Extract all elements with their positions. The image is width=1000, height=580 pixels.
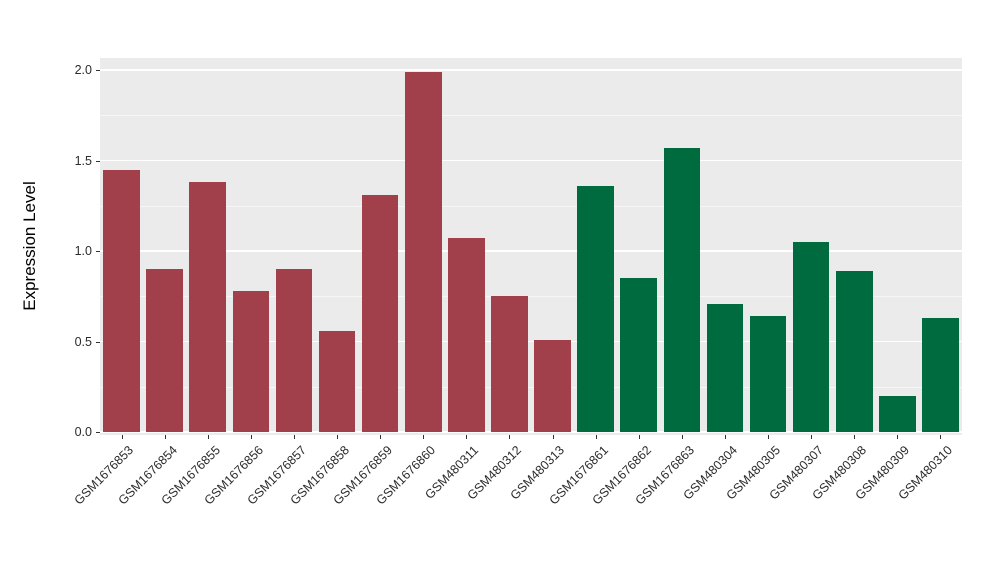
minor-gridline — [100, 115, 962, 117]
plot-panel — [100, 58, 962, 435]
x-tick-mark — [466, 435, 468, 439]
y-axis-title: Expression Level — [20, 181, 39, 311]
bar-GSM1676860 — [404, 71, 442, 432]
x-tick-mark — [423, 435, 425, 439]
bar-GSM480310 — [922, 317, 959, 432]
y-tick-label: 1.0 — [74, 244, 92, 258]
bar-GSM480304 — [706, 303, 744, 432]
bar-GSM1676856 — [232, 290, 270, 432]
x-tick-mark — [595, 435, 597, 439]
bar-GSM480312 — [491, 296, 528, 432]
bar-GSM480308 — [835, 270, 873, 432]
y-tick-mark — [96, 341, 100, 343]
bar-GSM1676863 — [663, 147, 701, 432]
bar-GSM480313 — [534, 339, 571, 432]
bar-GSM1676859 — [361, 194, 399, 432]
x-tick-mark — [380, 435, 382, 439]
x-tick-mark — [681, 435, 683, 439]
minor-gridline — [100, 296, 962, 298]
x-tick-mark — [811, 435, 813, 439]
y-tick-mark — [96, 432, 100, 433]
x-tick-mark — [638, 435, 640, 439]
bar-GSM1676862 — [620, 278, 658, 432]
major-gridline — [100, 159, 962, 162]
bar-GSM1676854 — [146, 269, 183, 432]
x-tick-mark — [337, 435, 339, 439]
x-tick-mark — [250, 435, 252, 439]
bar-GSM1676858 — [318, 330, 356, 432]
bar-GSM480311 — [448, 238, 485, 432]
major-gridline — [100, 431, 962, 433]
y-tick-label: 0.0 — [74, 425, 92, 439]
bar-GSM480305 — [749, 316, 787, 432]
bar-GSM480307 — [792, 241, 830, 432]
x-tick-mark — [293, 435, 295, 439]
x-tick-mark — [768, 435, 770, 439]
major-gridline — [100, 69, 962, 71]
x-tick-mark — [509, 435, 511, 439]
bar-GSM1676853 — [103, 169, 140, 432]
major-gridline — [100, 250, 962, 252]
x-tick-mark — [724, 435, 726, 439]
bar-GSM480309 — [879, 395, 916, 432]
bar-GSM1676857 — [275, 269, 313, 432]
x-tick-mark — [940, 435, 942, 439]
major-gridline — [100, 340, 962, 343]
y-tick-mark — [96, 251, 100, 252]
x-tick-mark — [164, 435, 166, 439]
bar-GSM1676861 — [577, 185, 614, 432]
x-tick-mark — [854, 435, 856, 439]
y-tick-mark — [96, 160, 100, 162]
x-tick-mark — [897, 435, 899, 439]
x-tick-mark — [207, 435, 209, 439]
minor-gridline — [100, 386, 962, 388]
y-tick-label: 0.5 — [74, 334, 92, 349]
x-tick-mark — [552, 435, 554, 439]
bar-GSM1676855 — [189, 182, 227, 432]
y-tick-label: 2.0 — [74, 63, 92, 77]
minor-gridline — [100, 205, 962, 207]
y-tick-mark — [96, 70, 100, 71]
y-tick-label: 1.5 — [74, 153, 92, 168]
x-tick-mark — [121, 435, 123, 439]
